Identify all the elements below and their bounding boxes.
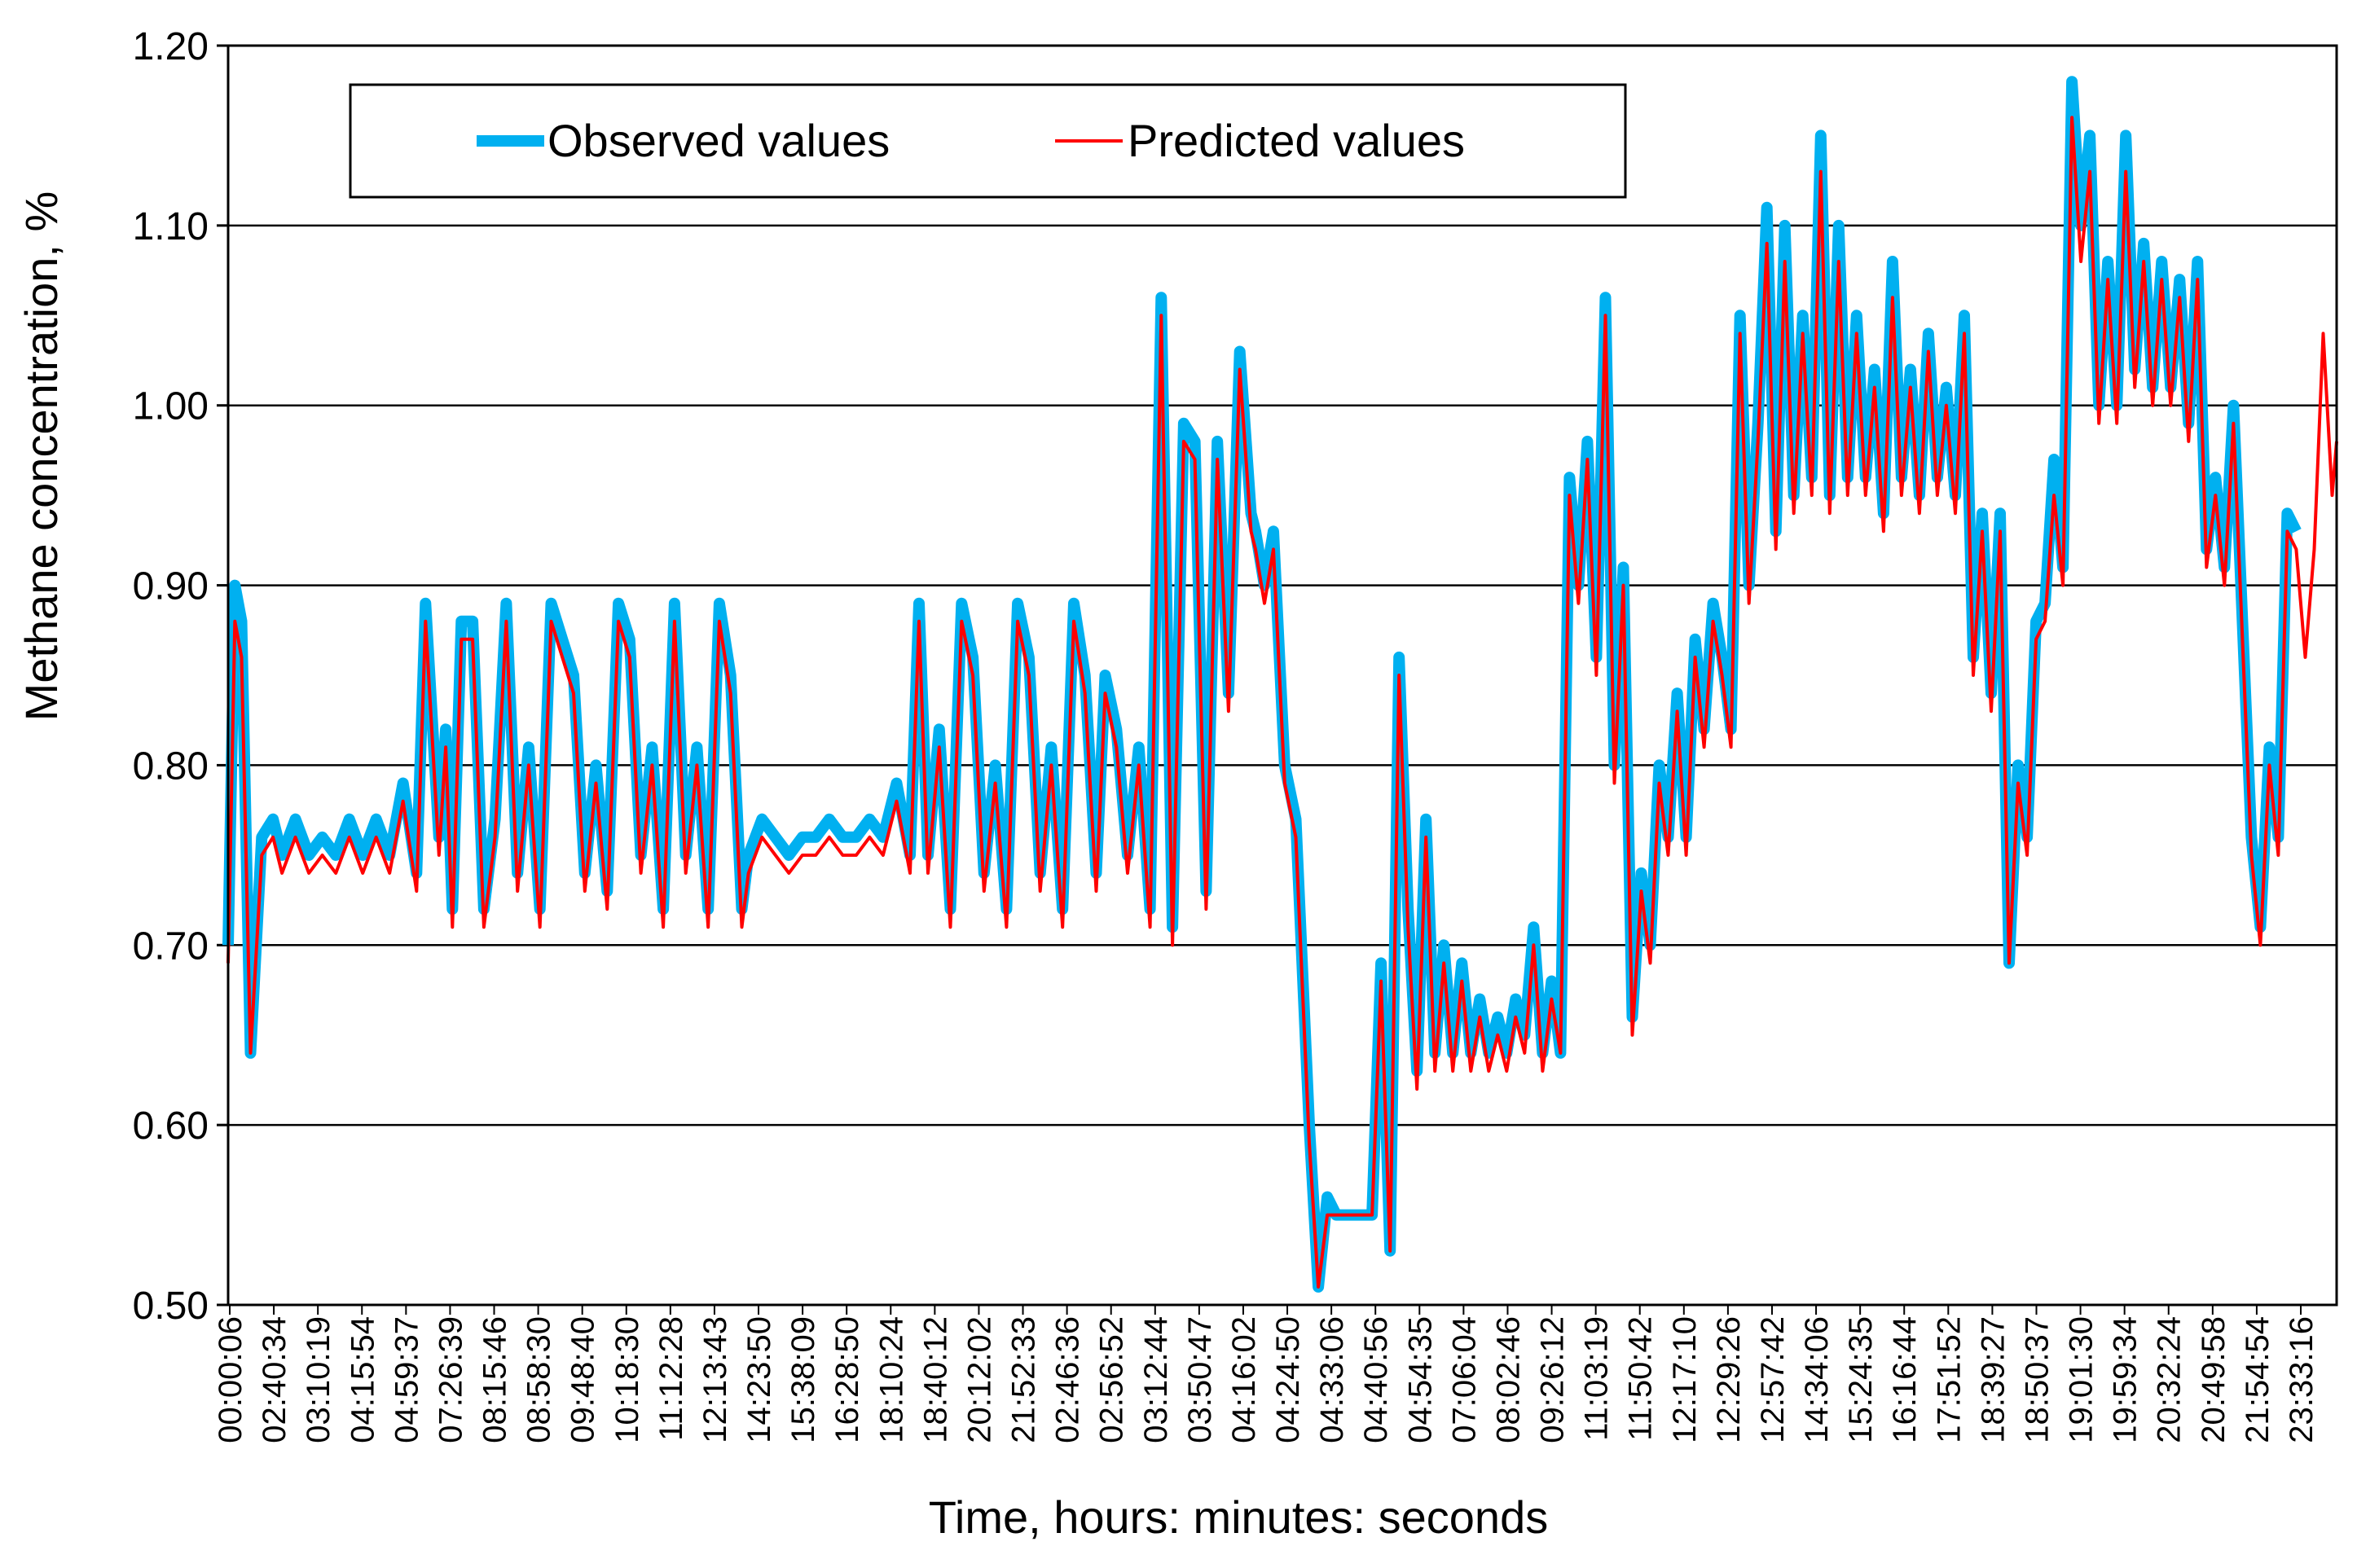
y-tick-label: 0.70 <box>133 925 209 968</box>
x-tick-label: 11:50:42 <box>1623 1316 1659 1441</box>
x-axis-ticks: 00:00:06 02:40:34 03:10:19 04:15:54 04:59:37… <box>213 1305 2320 1443</box>
x-tick-label: 21:52:33 <box>1006 1316 1042 1443</box>
x-tick-label: 12:29:26 <box>1711 1316 1747 1443</box>
legend-observed-label: Observed values <box>547 115 890 166</box>
x-tick-label: 08:02:46 <box>1490 1316 1526 1443</box>
x-tick-label: 12:13:43 <box>697 1316 733 1443</box>
x-tick-label: 15:24:35 <box>1843 1316 1879 1443</box>
x-tick-label: 19:01:30 <box>2064 1316 2100 1443</box>
x-tick-label: 04:15:54 <box>345 1316 380 1443</box>
x-tick-label: 00:00:06 <box>213 1316 248 1443</box>
x-tick-label: 16:28:50 <box>829 1316 865 1443</box>
x-tick-label: 20:12:02 <box>961 1316 997 1443</box>
legend-box <box>349 83 1627 199</box>
x-tick-label: 23:33:16 <box>2284 1316 2320 1443</box>
x-tick-label: 11:12:28 <box>653 1316 689 1441</box>
legend-predicted-label: Predicted values <box>1128 115 1465 166</box>
y-axis-label: Methane concentration, % <box>15 191 67 722</box>
x-tick-label: 02:40:34 <box>257 1316 292 1443</box>
y-tick-label: 1.20 <box>133 25 209 68</box>
x-tick-label: 07:26:39 <box>433 1316 468 1443</box>
x-axis-label: Time, hours: minutes: seconds <box>929 1491 1548 1543</box>
x-tick-label: 07:06:04 <box>1446 1316 1482 1443</box>
x-tick-label: 03:12:44 <box>1138 1316 1174 1443</box>
x-tick-label: 02:56:52 <box>1094 1316 1130 1443</box>
x-tick-label: 14:23:50 <box>741 1316 777 1443</box>
x-tick-label: 17:51:52 <box>1931 1316 1967 1443</box>
x-tick-label: 20:49:58 <box>2196 1316 2232 1443</box>
x-tick-label: 09:48:40 <box>565 1316 601 1443</box>
x-tick-label: 18:50:37 <box>2019 1316 2055 1443</box>
x-tick-label: 18:39:27 <box>1975 1316 2011 1443</box>
predicted-series-line <box>226 116 2338 1289</box>
x-tick-label: 03:10:19 <box>301 1316 336 1443</box>
x-tick-label: 08:15:46 <box>477 1316 513 1443</box>
y-tick-label: 0.80 <box>133 744 209 788</box>
x-tick-label: 14:34:06 <box>1799 1316 1835 1443</box>
y-axis-ticks: 0.50 0.60 0.70 0.80 0.90 1.00 1.10 1.20 <box>133 25 228 1328</box>
x-tick-label: 10:18:30 <box>609 1316 645 1443</box>
legend: Observed values Predicted values <box>349 83 1627 199</box>
x-tick-label: 04:59:37 <box>389 1316 424 1443</box>
x-tick-label: 21:54:54 <box>2240 1316 2276 1443</box>
y-tick-label: 1.10 <box>133 205 209 248</box>
series-group <box>222 76 2338 1293</box>
x-tick-label: 04:16:02 <box>1226 1316 1262 1443</box>
x-tick-label: 15:38:09 <box>785 1316 821 1443</box>
x-tick-label: 12:57:42 <box>1755 1316 1791 1443</box>
x-tick-label: 08:58:30 <box>521 1316 557 1443</box>
y-tick-label: 0.60 <box>133 1105 209 1148</box>
x-tick-label: 11:03:19 <box>1579 1316 1615 1441</box>
x-tick-label: 04:40:56 <box>1358 1316 1394 1443</box>
plot-area-frame <box>226 44 2338 1307</box>
x-tick-label: 02:46:36 <box>1050 1316 1086 1443</box>
x-tick-label: 20:32:24 <box>2152 1316 2188 1443</box>
x-tick-label: 04:33:06 <box>1314 1316 1350 1443</box>
y-tick-label: 0.90 <box>133 565 209 608</box>
x-tick-label: 19:59:34 <box>2108 1316 2144 1443</box>
x-tick-label: 16:16:44 <box>1887 1316 1923 1443</box>
x-tick-label: 03:50:47 <box>1182 1316 1218 1443</box>
x-tick-label: 12:17:10 <box>1667 1316 1703 1443</box>
y-tick-label: 0.50 <box>133 1285 209 1328</box>
x-tick-label: 04:24:50 <box>1270 1316 1306 1443</box>
x-tick-label: 04:54:35 <box>1402 1316 1438 1443</box>
y-tick-label: 1.00 <box>133 385 209 428</box>
x-tick-label: 18:40:12 <box>917 1316 953 1443</box>
x-tick-label: 18:10:24 <box>873 1316 909 1443</box>
x-tick-label: 09:26:12 <box>1535 1316 1571 1443</box>
